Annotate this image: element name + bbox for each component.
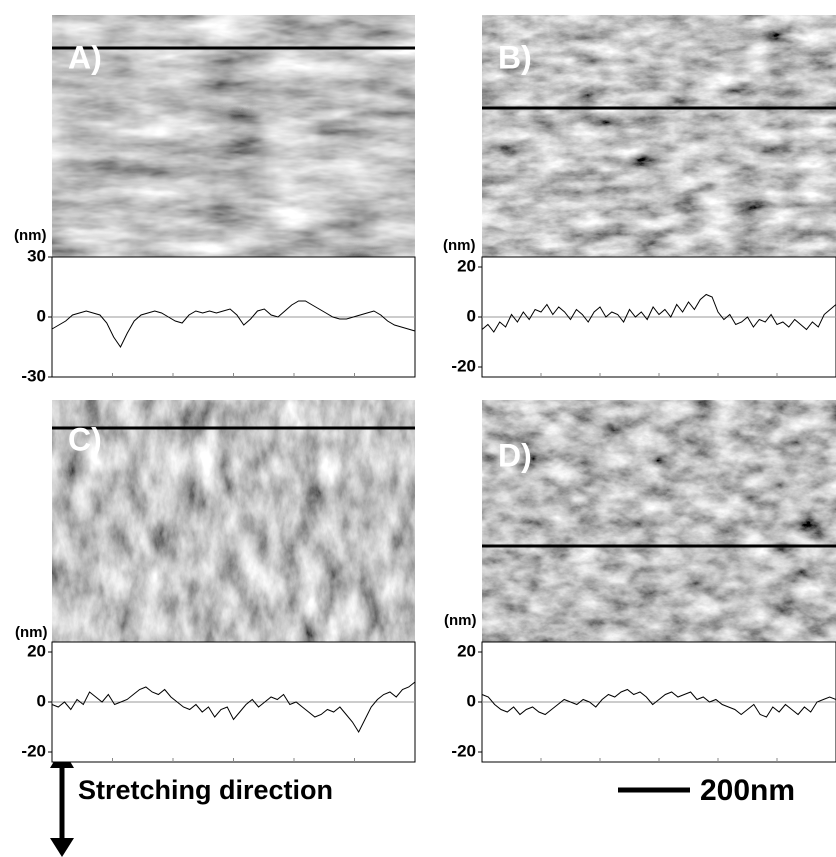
- y-tick-label: -20: [451, 741, 476, 760]
- y-tick-label: 20: [27, 641, 46, 660]
- scale-bar-label: 200nm: [700, 774, 795, 807]
- y-tick-label: 0: [467, 691, 476, 710]
- y-axis-label: (nm): [15, 624, 48, 641]
- panel-label: A): [68, 39, 102, 75]
- y-axis-label: (nm): [14, 227, 47, 244]
- profile-line: [481, 688, 836, 718]
- y-axis-label: (nm): [443, 237, 476, 254]
- panel-label: C): [68, 421, 102, 457]
- panel-label: B): [498, 39, 532, 75]
- afm-image: [52, 15, 415, 257]
- y-tick-label: 0: [467, 306, 476, 325]
- direction-arrow: [50, 748, 74, 857]
- panel-label: D): [498, 437, 532, 473]
- y-tick-label: -20: [451, 356, 476, 375]
- y-tick-label: 30: [27, 246, 46, 265]
- afm-image: [482, 15, 836, 257]
- y-tick-label: 20: [457, 641, 476, 660]
- afm-image: [482, 400, 836, 642]
- y-tick-label: 0: [37, 691, 46, 710]
- profile-line: [481, 293, 836, 333]
- profile-line: [51, 681, 416, 734]
- y-tick-label: -20: [21, 741, 46, 760]
- y-tick-label: 20: [457, 256, 476, 275]
- y-tick-label: 0: [37, 306, 46, 325]
- y-axis-label: (nm): [444, 612, 477, 629]
- direction-label: Stretching direction: [78, 775, 333, 805]
- afm-image: [52, 400, 415, 642]
- y-tick-label: -30: [21, 366, 46, 385]
- profile-line: [51, 300, 416, 348]
